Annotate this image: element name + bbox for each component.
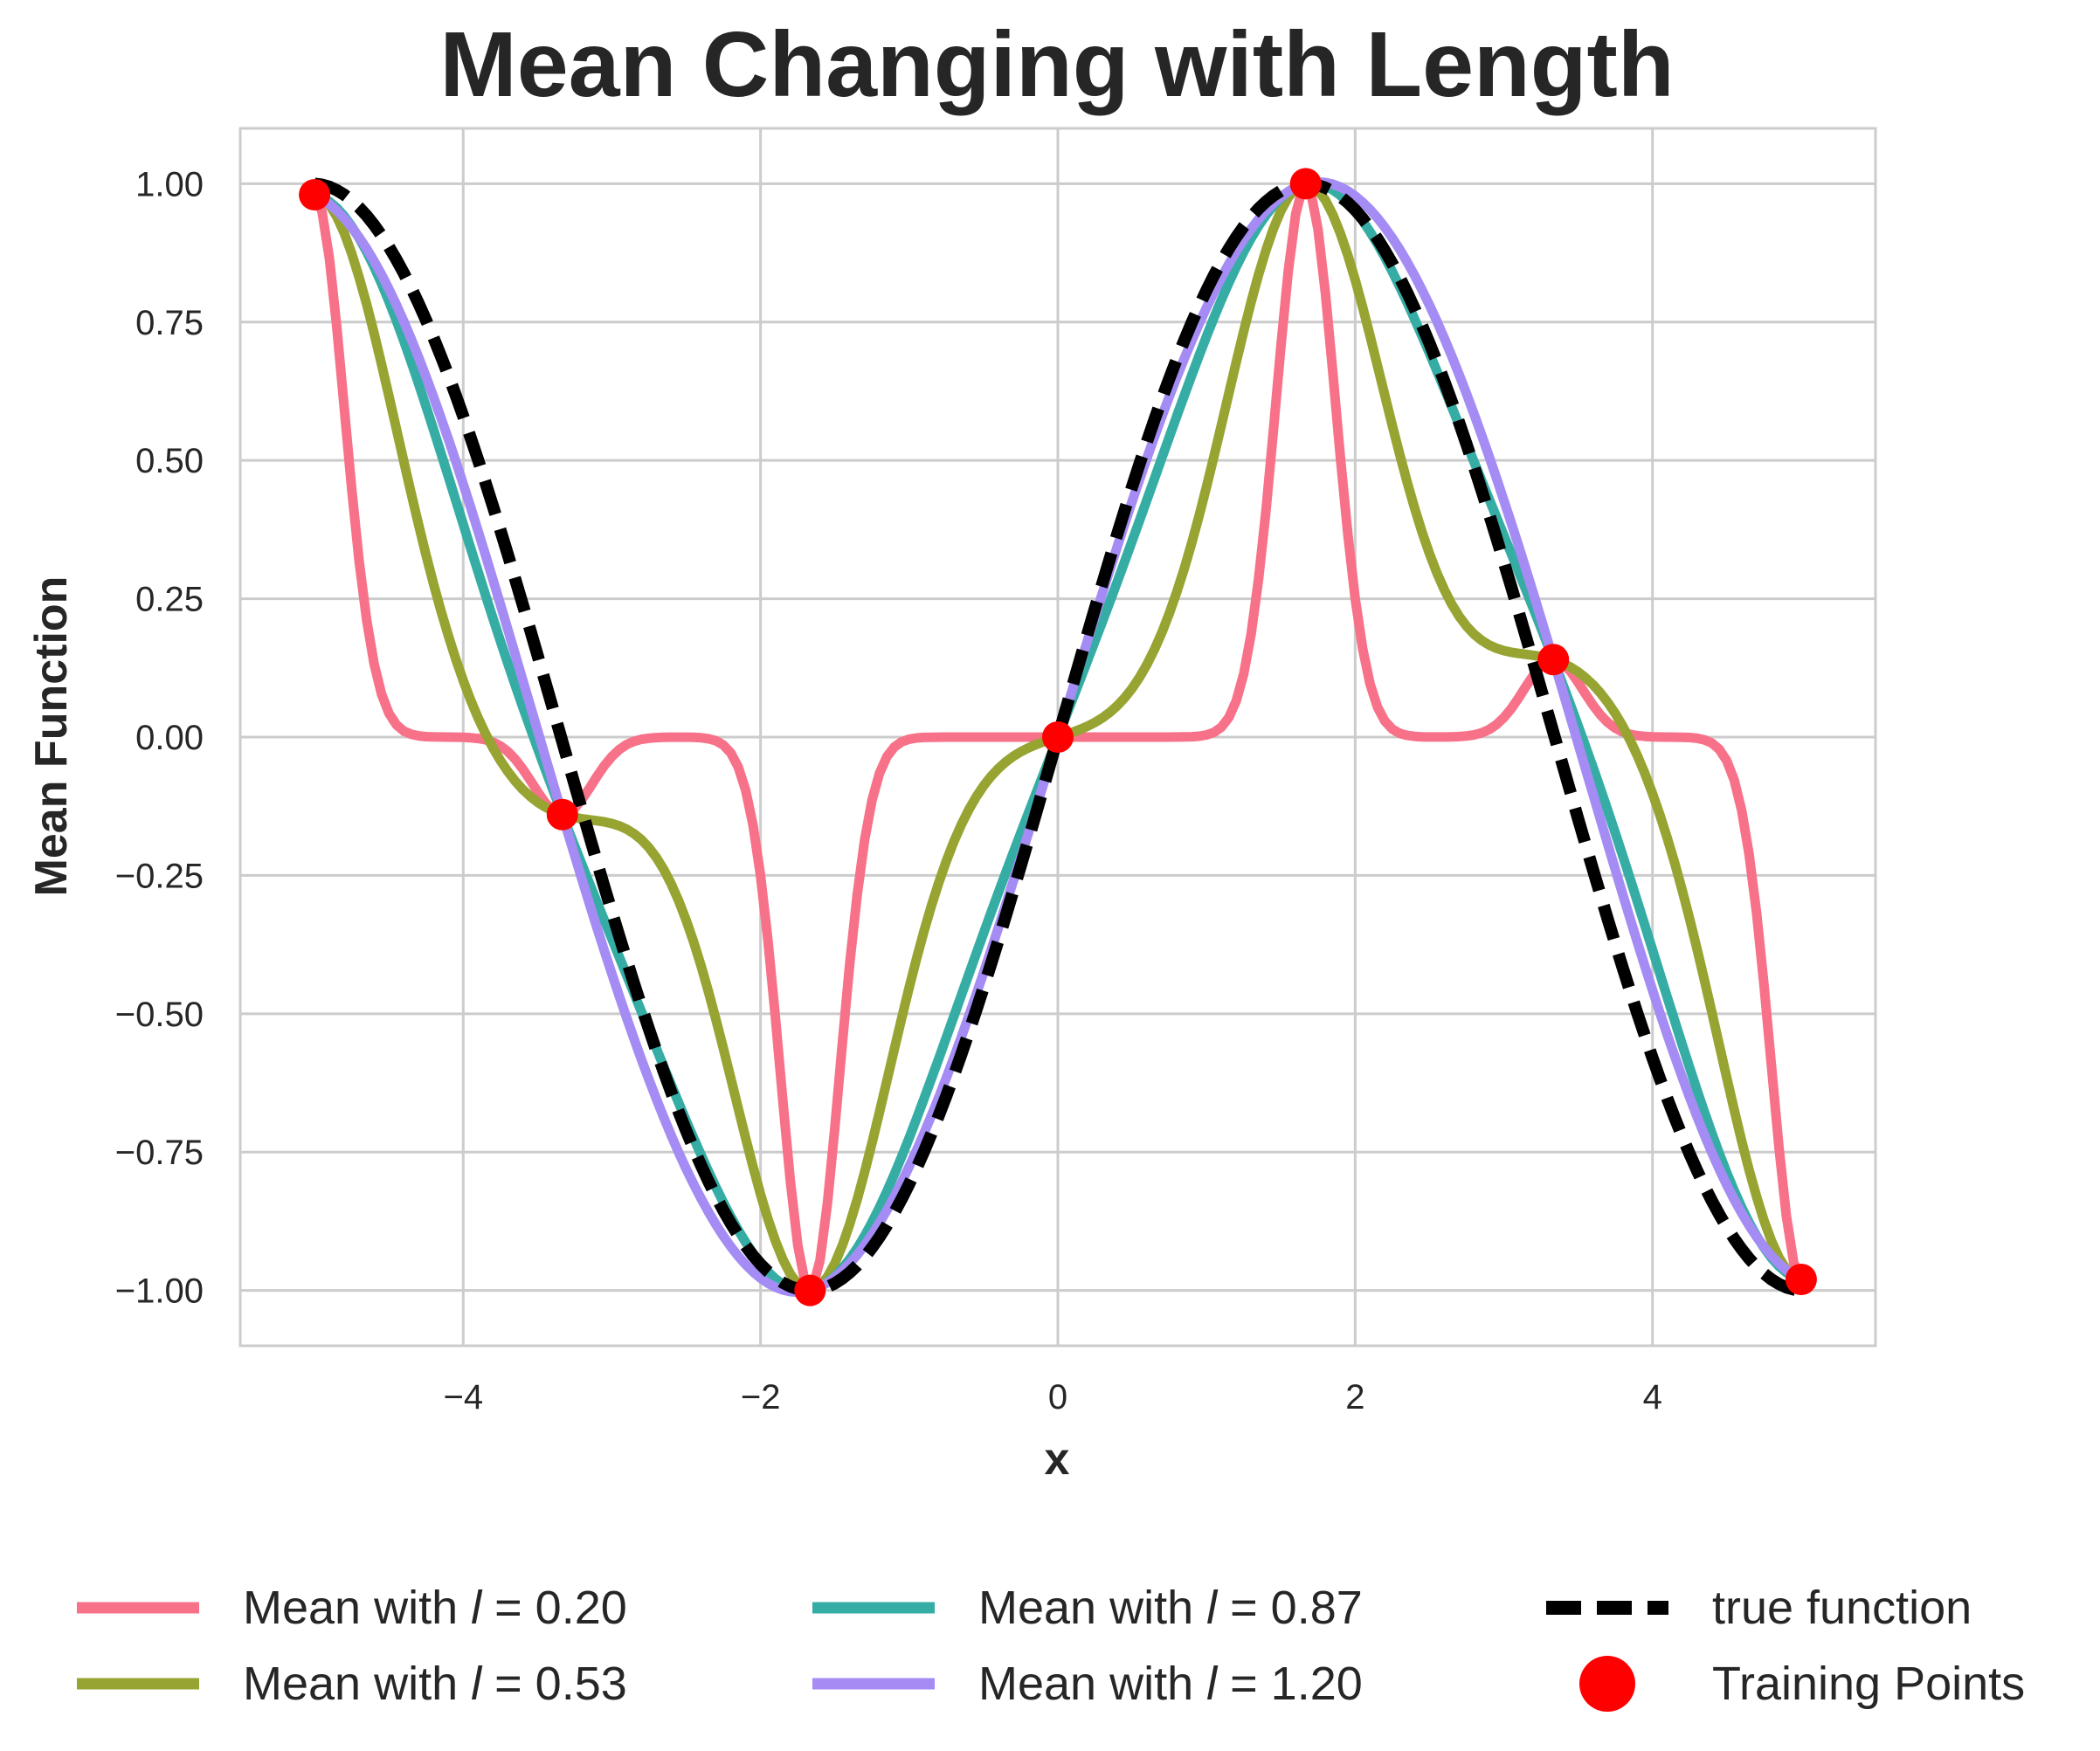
training-points xyxy=(299,168,1817,1306)
y-tick-label: −0.75 xyxy=(115,1134,204,1172)
y-tick-label: 1.00 xyxy=(135,165,204,203)
training-point xyxy=(546,798,578,831)
training-point xyxy=(1537,644,1570,676)
training-point xyxy=(1042,721,1074,753)
legend-label: Mean with l = 0.87 xyxy=(978,1582,1363,1634)
legend-label: Training Points xyxy=(1712,1658,2025,1710)
x-tick-label: 4 xyxy=(1643,1378,1662,1417)
legend-label-prefix: Mean with xyxy=(978,1582,1206,1634)
y-tick-label: −0.25 xyxy=(115,857,204,895)
chart-title: Mean Changing with Length xyxy=(439,13,1674,116)
x-axis-label: x xyxy=(1045,1434,1070,1485)
legend-label-value: = 0.87 xyxy=(1217,1582,1363,1634)
x-tick-labels: −4 −2 0 2 4 xyxy=(443,1378,1661,1417)
y-tick-labels: 1.00 0.75 0.50 0.25 0.00 −0.25 −0.50 −0.75 −1.00 xyxy=(115,165,204,1310)
training-point xyxy=(794,1274,826,1306)
legend-label-value: = 0.20 xyxy=(481,1582,627,1634)
legend-label-prefix: Mean with xyxy=(978,1658,1206,1710)
y-tick-label: 0.00 xyxy=(135,719,204,757)
legend-label-variable: l xyxy=(471,1658,483,1710)
legend-label: Mean with l = 0.53 xyxy=(243,1658,627,1710)
y-tick-label: −0.50 xyxy=(115,996,204,1034)
legend-label: Mean with l = 0.20 xyxy=(243,1582,627,1634)
training-point xyxy=(299,179,331,211)
training-point xyxy=(1785,1263,1817,1295)
x-tick-label: −4 xyxy=(443,1378,483,1417)
legend-label: Mean with l = 1.20 xyxy=(978,1658,1363,1710)
legend-label-prefix: Mean with xyxy=(243,1658,471,1710)
legend-label-variable: l xyxy=(1206,1582,1219,1634)
x-tick-label: 2 xyxy=(1345,1378,1364,1417)
legend-label: true function xyxy=(1712,1582,1972,1634)
true-function-line xyxy=(314,177,1802,1297)
legend-point-swatch xyxy=(1579,1656,1635,1712)
legend-label-value: = 1.20 xyxy=(1217,1658,1363,1710)
legend-label-value: = 0.53 xyxy=(481,1658,627,1710)
legend-label-variable: l xyxy=(1206,1658,1219,1710)
x-tick-label: 0 xyxy=(1048,1378,1067,1417)
y-axis-label: Mean Function xyxy=(26,576,77,897)
y-tick-label: 0.75 xyxy=(135,304,204,342)
legend-label-variable: l xyxy=(471,1582,483,1634)
x-tick-label: −2 xyxy=(741,1378,781,1417)
plot-frame xyxy=(238,127,1877,1348)
y-tick-label: 0.50 xyxy=(135,442,204,480)
y-tick-label: −1.00 xyxy=(115,1272,204,1311)
training-point xyxy=(1289,168,1322,200)
y-tick-label: 0.25 xyxy=(135,581,204,619)
legend-label-prefix: Mean with xyxy=(243,1582,471,1634)
